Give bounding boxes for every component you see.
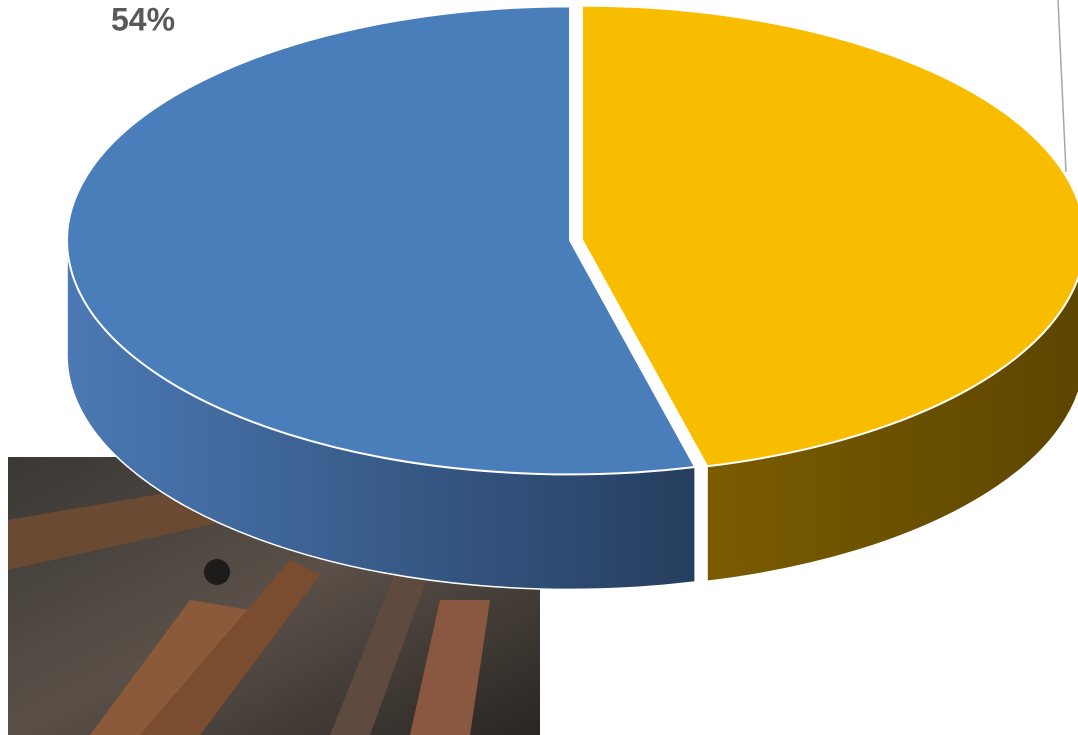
leader-line [1057,0,1067,173]
data-label: 54% [111,1,175,37]
pie-slice [66,5,697,476]
pie-slice [580,4,1078,468]
